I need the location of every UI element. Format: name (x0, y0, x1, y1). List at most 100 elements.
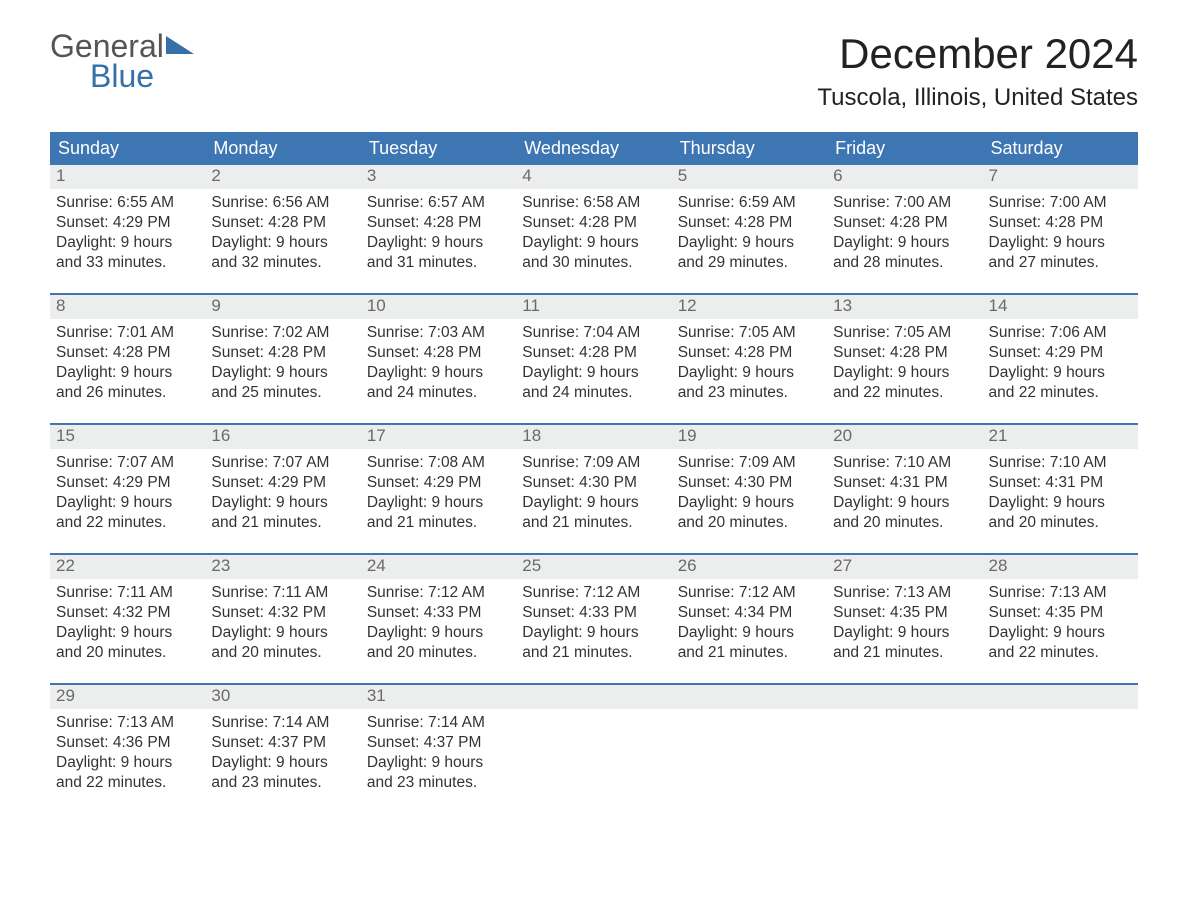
week-row: 1Sunrise: 6:55 AMSunset: 4:29 PMDaylight… (50, 165, 1138, 283)
dl1-text: Daylight: 9 hours (56, 493, 199, 513)
dl2-text: and 20 minutes. (56, 643, 199, 663)
dl2-text: and 23 minutes. (367, 773, 510, 793)
sunset-text: Sunset: 4:28 PM (522, 343, 665, 363)
dl2-text: and 22 minutes. (833, 383, 976, 403)
sunset-text: Sunset: 4:28 PM (833, 213, 976, 233)
sunset-text: Sunset: 4:36 PM (56, 733, 199, 753)
day-body (827, 709, 982, 721)
sunrise-text: Sunrise: 7:05 AM (833, 323, 976, 343)
dl1-text: Daylight: 9 hours (56, 753, 199, 773)
sunrise-text: Sunrise: 7:10 AM (989, 453, 1132, 473)
day-body: Sunrise: 7:12 AMSunset: 4:34 PMDaylight:… (672, 579, 827, 670)
day-cell (827, 685, 982, 803)
day-body: Sunrise: 7:05 AMSunset: 4:28 PMDaylight:… (672, 319, 827, 410)
sunset-text: Sunset: 4:28 PM (678, 213, 821, 233)
weekday-header: Sunday (50, 132, 205, 165)
sunrise-text: Sunrise: 7:13 AM (56, 713, 199, 733)
calendar: SundayMondayTuesdayWednesdayThursdayFrid… (50, 132, 1138, 803)
dl1-text: Daylight: 9 hours (833, 493, 976, 513)
day-cell: 12Sunrise: 7:05 AMSunset: 4:28 PMDayligh… (672, 295, 827, 413)
day-number: 1 (50, 165, 205, 189)
day-number (983, 685, 1138, 709)
sunset-text: Sunset: 4:28 PM (211, 213, 354, 233)
dl2-text: and 32 minutes. (211, 253, 354, 273)
day-body: Sunrise: 7:08 AMSunset: 4:29 PMDaylight:… (361, 449, 516, 540)
day-body: Sunrise: 7:05 AMSunset: 4:28 PMDaylight:… (827, 319, 982, 410)
day-body: Sunrise: 6:57 AMSunset: 4:28 PMDaylight:… (361, 189, 516, 280)
day-cell (983, 685, 1138, 803)
dl1-text: Daylight: 9 hours (833, 363, 976, 383)
dl2-text: and 21 minutes. (367, 513, 510, 533)
day-cell: 16Sunrise: 7:07 AMSunset: 4:29 PMDayligh… (205, 425, 360, 543)
day-number: 11 (516, 295, 671, 319)
dl1-text: Daylight: 9 hours (522, 363, 665, 383)
day-body: Sunrise: 7:03 AMSunset: 4:28 PMDaylight:… (361, 319, 516, 410)
day-body: Sunrise: 7:09 AMSunset: 4:30 PMDaylight:… (672, 449, 827, 540)
weekday-header: Saturday (983, 132, 1138, 165)
day-cell (672, 685, 827, 803)
sunset-text: Sunset: 4:29 PM (56, 213, 199, 233)
location: Tuscola, Illinois, United States (817, 84, 1138, 112)
sunset-text: Sunset: 4:29 PM (56, 473, 199, 493)
day-number: 7 (983, 165, 1138, 189)
day-cell: 22Sunrise: 7:11 AMSunset: 4:32 PMDayligh… (50, 555, 205, 673)
sunset-text: Sunset: 4:28 PM (678, 343, 821, 363)
sunrise-text: Sunrise: 7:01 AM (56, 323, 199, 343)
week-row: 29Sunrise: 7:13 AMSunset: 4:36 PMDayligh… (50, 683, 1138, 803)
day-cell: 15Sunrise: 7:07 AMSunset: 4:29 PMDayligh… (50, 425, 205, 543)
dl1-text: Daylight: 9 hours (211, 233, 354, 253)
day-number: 6 (827, 165, 982, 189)
day-number: 24 (361, 555, 516, 579)
sunset-text: Sunset: 4:28 PM (56, 343, 199, 363)
header: General Blue December 2024 Tuscola, Illi… (50, 30, 1138, 112)
sunrise-text: Sunrise: 7:10 AM (833, 453, 976, 473)
day-body: Sunrise: 7:12 AMSunset: 4:33 PMDaylight:… (361, 579, 516, 670)
day-body: Sunrise: 7:13 AMSunset: 4:36 PMDaylight:… (50, 709, 205, 800)
dl1-text: Daylight: 9 hours (678, 623, 821, 643)
dl1-text: Daylight: 9 hours (989, 363, 1132, 383)
day-body: Sunrise: 7:14 AMSunset: 4:37 PMDaylight:… (205, 709, 360, 800)
day-body (516, 709, 671, 721)
day-number: 3 (361, 165, 516, 189)
day-number: 9 (205, 295, 360, 319)
dl1-text: Daylight: 9 hours (56, 623, 199, 643)
day-cell: 2Sunrise: 6:56 AMSunset: 4:28 PMDaylight… (205, 165, 360, 283)
dl2-text: and 22 minutes. (989, 643, 1132, 663)
day-body: Sunrise: 7:07 AMSunset: 4:29 PMDaylight:… (205, 449, 360, 540)
day-cell: 7Sunrise: 7:00 AMSunset: 4:28 PMDaylight… (983, 165, 1138, 283)
sunset-text: Sunset: 4:37 PM (367, 733, 510, 753)
dl2-text: and 22 minutes. (56, 513, 199, 533)
month-title: December 2024 (817, 30, 1138, 78)
dl1-text: Daylight: 9 hours (367, 623, 510, 643)
weekday-header-row: SundayMondayTuesdayWednesdayThursdayFrid… (50, 132, 1138, 165)
sunrise-text: Sunrise: 7:05 AM (678, 323, 821, 343)
day-body: Sunrise: 6:59 AMSunset: 4:28 PMDaylight:… (672, 189, 827, 280)
sunrise-text: Sunrise: 7:09 AM (522, 453, 665, 473)
day-number: 5 (672, 165, 827, 189)
day-cell: 8Sunrise: 7:01 AMSunset: 4:28 PMDaylight… (50, 295, 205, 413)
day-body: Sunrise: 7:11 AMSunset: 4:32 PMDaylight:… (50, 579, 205, 670)
day-body: Sunrise: 7:01 AMSunset: 4:28 PMDaylight:… (50, 319, 205, 410)
day-number: 22 (50, 555, 205, 579)
dl1-text: Daylight: 9 hours (211, 623, 354, 643)
day-body: Sunrise: 7:12 AMSunset: 4:33 PMDaylight:… (516, 579, 671, 670)
dl1-text: Daylight: 9 hours (833, 623, 976, 643)
dl1-text: Daylight: 9 hours (56, 363, 199, 383)
day-body: Sunrise: 6:58 AMSunset: 4:28 PMDaylight:… (516, 189, 671, 280)
dl2-text: and 20 minutes. (367, 643, 510, 663)
day-number: 31 (361, 685, 516, 709)
day-number: 4 (516, 165, 671, 189)
day-number: 20 (827, 425, 982, 449)
sunrise-text: Sunrise: 7:00 AM (833, 193, 976, 213)
day-number (516, 685, 671, 709)
day-body: Sunrise: 7:06 AMSunset: 4:29 PMDaylight:… (983, 319, 1138, 410)
day-cell: 31Sunrise: 7:14 AMSunset: 4:37 PMDayligh… (361, 685, 516, 803)
day-body: Sunrise: 7:14 AMSunset: 4:37 PMDaylight:… (361, 709, 516, 800)
dl1-text: Daylight: 9 hours (678, 493, 821, 513)
sunrise-text: Sunrise: 6:56 AM (211, 193, 354, 213)
day-body: Sunrise: 7:02 AMSunset: 4:28 PMDaylight:… (205, 319, 360, 410)
day-body: Sunrise: 6:55 AMSunset: 4:29 PMDaylight:… (50, 189, 205, 280)
day-cell: 9Sunrise: 7:02 AMSunset: 4:28 PMDaylight… (205, 295, 360, 413)
dl1-text: Daylight: 9 hours (678, 233, 821, 253)
sunrise-text: Sunrise: 7:12 AM (367, 583, 510, 603)
